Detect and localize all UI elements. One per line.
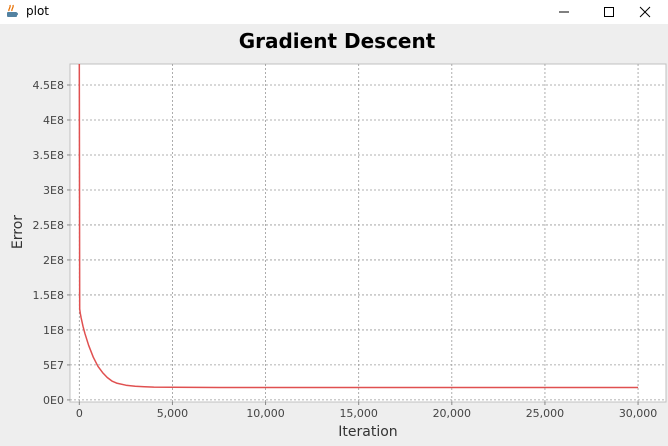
y-tick-label: 5E7 bbox=[43, 359, 64, 372]
y-tick-label: 4.5E8 bbox=[33, 79, 64, 92]
chart-panel: Gradient Descent 0 5,000 10,000 15,000 20,00… bbox=[0, 24, 668, 446]
y-tick-label: 1E8 bbox=[43, 324, 64, 337]
line-chart[interactable]: Gradient Descent 0 5,000 10,000 15,000 20,00… bbox=[0, 24, 668, 446]
close-icon bbox=[639, 6, 651, 18]
maximize-button[interactable] bbox=[586, 0, 632, 24]
y-tick-label: 3E8 bbox=[43, 184, 64, 197]
x-axis-label: Iteration bbox=[338, 424, 397, 440]
x-tick-label: 30,000 bbox=[619, 407, 658, 420]
plot-area bbox=[69, 63, 667, 403]
y-tick-label: 2.5E8 bbox=[33, 219, 64, 232]
window-titlebar: plot bbox=[0, 0, 668, 24]
x-tick-label: 10,000 bbox=[246, 407, 285, 420]
x-tick-label: 20,000 bbox=[433, 407, 472, 420]
x-tick-label: 5,000 bbox=[157, 407, 189, 420]
maximize-icon bbox=[604, 7, 614, 17]
chart-title: Gradient Descent bbox=[239, 29, 436, 53]
y-tick-label: 4E8 bbox=[43, 114, 64, 127]
grid-lines bbox=[70, 64, 666, 402]
close-button[interactable] bbox=[622, 0, 668, 24]
series-layer bbox=[78, 63, 639, 389]
java-app-icon bbox=[7, 4, 18, 17]
y-tick-label: 1.5E8 bbox=[33, 289, 64, 302]
y-tick-label: 0E0 bbox=[43, 394, 64, 407]
x-tick-label: 15,000 bbox=[339, 407, 378, 420]
y-tick-label: 3.5E8 bbox=[33, 149, 64, 162]
axis-ticks: 0 5,000 10,000 15,000 20,000 25,000 30,000 0E0 5… bbox=[33, 79, 658, 420]
series-line bbox=[78, 63, 639, 389]
minimize-button[interactable] bbox=[541, 0, 587, 24]
x-tick-label: 0 bbox=[76, 407, 83, 420]
window-title: plot bbox=[26, 4, 49, 18]
y-axis-label: Error bbox=[10, 215, 26, 249]
minimize-icon bbox=[559, 11, 569, 13]
y-tick-label: 2E8 bbox=[43, 254, 64, 267]
x-tick-label: 25,000 bbox=[526, 407, 565, 420]
